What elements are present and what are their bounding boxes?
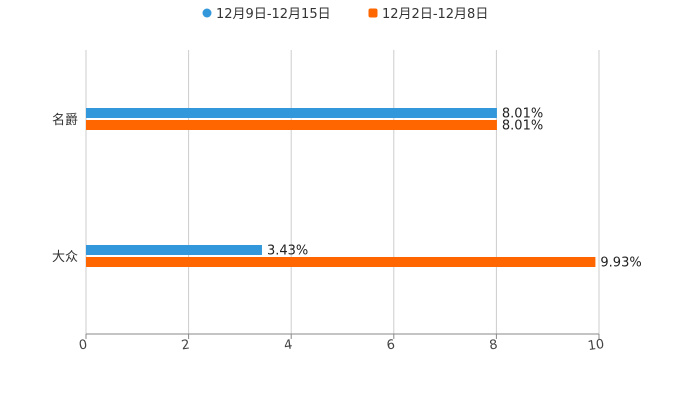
bar [86,120,497,130]
x-tick-label: 0 [78,337,88,353]
x-tick-label: 6 [386,337,396,353]
data-label: 8.01% [502,119,543,134]
x-tick-label: 8 [488,337,498,353]
x-tick-label: 10 [587,337,605,354]
legend-marker-circle [202,8,212,18]
legend-label: 12月9日-12月15日 [216,7,331,22]
x-tick-label: 2 [181,337,191,353]
y-category-label: 大众 [52,250,78,265]
bar [86,245,262,255]
y-category-label: 名爵 [52,112,78,128]
legend-label: 12月2日-12月8日 [382,7,488,22]
bar [86,257,596,267]
data-label: 9.93% [600,256,641,271]
bar [86,108,497,118]
legend-marker-square [368,8,378,18]
data-label: 3.43% [267,244,308,259]
x-tick-label: 4 [283,337,293,353]
data-label: 8.01% [502,107,543,122]
